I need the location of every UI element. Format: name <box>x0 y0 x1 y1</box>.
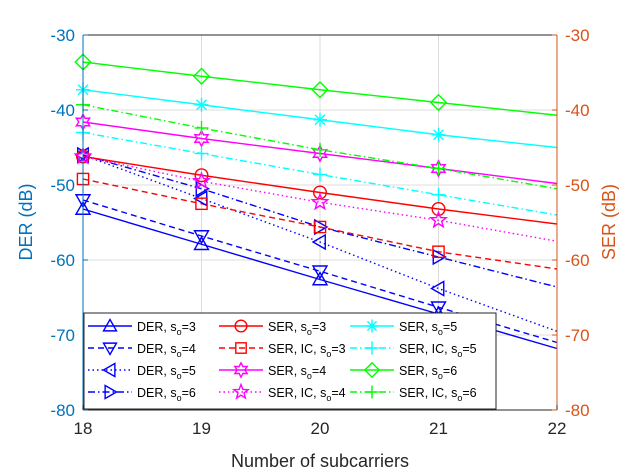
right-y-tick-label-4: -40 <box>565 101 590 120</box>
legend-label-7: SER, IC, so=4 <box>268 386 346 403</box>
series-8-point-3 <box>431 127 446 142</box>
series-0-point-2 <box>311 271 329 286</box>
legend-label-11: SER, IC, so=6 <box>399 386 477 403</box>
legend-entry-0: DER, so=3 <box>88 318 196 337</box>
left-y-tick-label-0: -80 <box>50 401 75 420</box>
legend-marker-4 <box>234 319 248 333</box>
legend-marker-6 <box>233 361 249 379</box>
legend-label-9: SER, IC, so=5 <box>399 342 477 359</box>
legend: DER, so=3 DER, so=4 DER, so=5 DER, so=6 SER,… <box>83 312 497 410</box>
series-11-point-2 <box>313 142 327 157</box>
legend-entry-4: SER, so=3 <box>219 319 326 337</box>
x-tick-label-3: 21 <box>429 419 448 438</box>
right-y-tick-label-5: -30 <box>565 26 590 45</box>
right-y-tick-label-1: -70 <box>565 326 590 345</box>
series-8-point-2 <box>313 112 327 127</box>
legend-marker-11 <box>365 385 379 399</box>
x-tick-label-0: 18 <box>74 419 93 438</box>
x-tick-label-1: 19 <box>192 419 211 438</box>
right-y-tick-label-2: -60 <box>565 251 590 270</box>
legend-entry-6: SER, so=4 <box>219 361 326 381</box>
legend-label-10: SER, so=6 <box>399 364 457 381</box>
legend-entry-1: DER, so=4 <box>88 342 196 359</box>
series-line-10 <box>82 61 558 116</box>
series-9-point-2 <box>313 167 327 182</box>
legend-label-8: SER, so=5 <box>399 320 457 337</box>
legend-entry-5: SER, IC, so=3 <box>219 342 346 359</box>
series-6-point-1 <box>193 129 210 148</box>
left-y-tick-label-1: -70 <box>50 326 75 345</box>
legend-marker-3 <box>104 384 118 400</box>
legend-entry-9: SER, IC, so=5 <box>350 341 477 359</box>
series-1-point-2 <box>311 265 329 280</box>
legend-entry-2: DER, so=5 <box>88 362 196 381</box>
legend-entry-10: SER, so=6 <box>350 361 457 381</box>
series-10-point-1 <box>192 67 211 85</box>
legend-marker-0 <box>102 318 118 332</box>
series-line-2 <box>82 154 558 332</box>
series-9-point-1 <box>194 146 209 161</box>
legend-label-4: SER, so=3 <box>268 320 326 337</box>
left-y-tick-label-4: -40 <box>50 101 75 120</box>
legend-entry-7: SER, IC, so=4 <box>219 382 346 403</box>
legend-entry-11: SER, IC, so=6 <box>350 385 477 403</box>
series-4-point-2 <box>313 185 328 200</box>
series-7-point-3 <box>428 210 449 229</box>
legend-box <box>83 312 497 410</box>
legend-marker-8 <box>365 319 379 333</box>
x-axis-label: Number of subcarriers <box>231 451 409 471</box>
right-y-tick-label-0: -80 <box>565 401 590 420</box>
legend-label-0: DER, so=3 <box>137 320 196 337</box>
series-6-point-3 <box>430 159 447 178</box>
left-y-tick-label-2: -60 <box>50 251 75 270</box>
x-tick-label-2: 20 <box>311 419 330 438</box>
left-y-axis-label: DER (dB) <box>16 183 36 260</box>
series-7-point-2 <box>310 192 330 211</box>
legend-label-3: DER, so=6 <box>137 386 196 403</box>
legend-label-2: DER, so=5 <box>137 364 196 381</box>
series-line-5 <box>82 178 558 270</box>
legend-marker-7 <box>231 382 251 400</box>
series-0-point-1 <box>193 235 210 251</box>
legend-entry-8: SER, so=5 <box>350 319 457 337</box>
series-10-point-3 <box>429 93 448 112</box>
ticks: 18 19 20 21 22-80-70-60-50-40-30-80-70-60-50… <box>50 26 589 438</box>
series-2-point-2 <box>311 233 326 251</box>
series-8-point-1 <box>194 97 209 112</box>
series-2-point-3 <box>430 280 445 297</box>
series-4-point-1 <box>194 168 209 183</box>
legend-label-5: SER, IC, so=3 <box>268 342 346 359</box>
series-1-point-1 <box>193 230 210 245</box>
series-5-point-1 <box>195 197 208 211</box>
series-5-point-3 <box>432 245 445 259</box>
left-y-tick-label-3: -50 <box>50 176 75 195</box>
legend-marker-5 <box>235 342 247 354</box>
series-7-point-1 <box>191 171 212 190</box>
legend-marker-1 <box>102 342 118 356</box>
series-9-point-3 <box>431 187 446 202</box>
series-line-7 <box>82 155 558 242</box>
series-11-point-1 <box>194 121 209 135</box>
right-y-axis-label: SER (dB) <box>599 184 619 260</box>
legend-label-1: DER, so=4 <box>137 342 196 359</box>
right-y-tick-label-3: -50 <box>565 176 590 195</box>
legend-entry-3: DER, so=6 <box>88 384 196 403</box>
legend-marker-10 <box>363 361 381 379</box>
series-11-point-3 <box>431 161 446 176</box>
series-markers <box>73 53 449 320</box>
left-y-tick-label-5: -30 <box>50 26 75 45</box>
series-1-point-3 <box>430 301 447 316</box>
series-4-point-3 <box>431 201 446 216</box>
series-5-point-2 <box>313 220 327 234</box>
x-tick-label-4: 22 <box>548 419 567 438</box>
series-10-point-2 <box>311 81 329 99</box>
legend-marker-2 <box>102 362 116 378</box>
legend-marker-9 <box>365 341 379 355</box>
legend-label-6: SER, so=4 <box>268 364 326 381</box>
